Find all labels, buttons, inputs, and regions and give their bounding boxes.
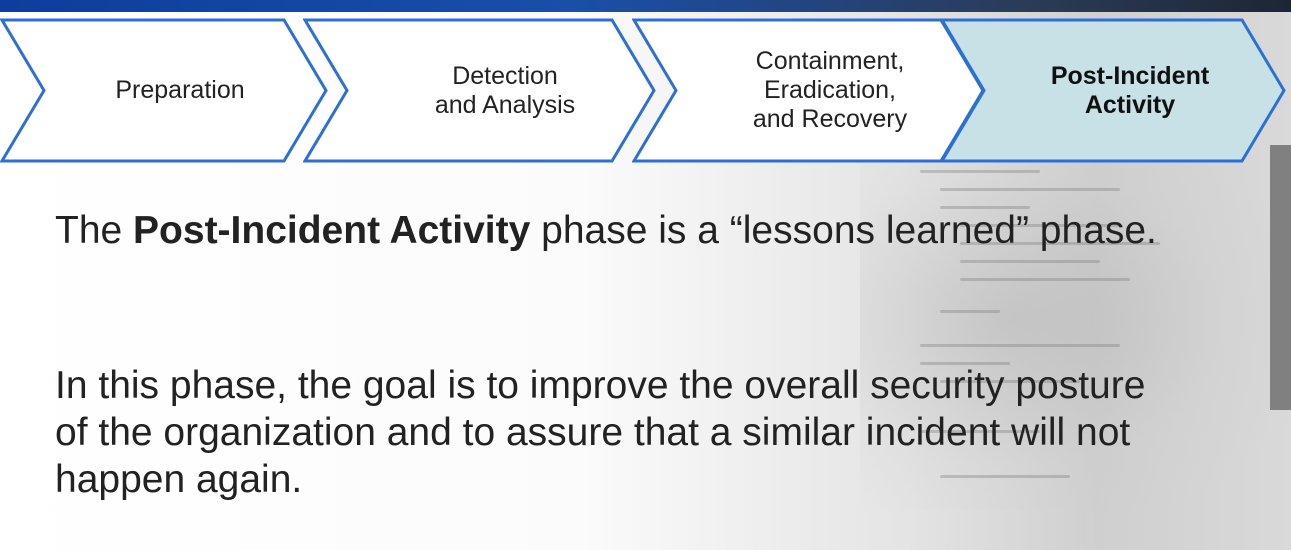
background-code-image <box>860 130 1291 510</box>
chevron-step-label: Detection and Analysis <box>434 61 576 119</box>
paragraph-phase-description: The Post-Incident Activity phase is a “l… <box>55 207 1185 254</box>
top-accent-bar <box>0 0 1291 12</box>
process-chevron-row: Preparation Detection and Analysis Contain… <box>0 18 1291 163</box>
paragraph-text: phase is a “lessons learned” phase. <box>530 209 1157 252</box>
chevron-step-4[interactable] <box>940 18 1288 163</box>
phase-name-bold: Post-Incident Activity <box>133 209 531 252</box>
paragraph-text: The <box>55 209 134 252</box>
paragraph-phase-goal: In this phase, the goal is to improve th… <box>55 364 1146 501</box>
side-panel-tab[interactable] <box>1270 145 1291 410</box>
chevron-shape <box>940 18 1286 163</box>
chevron-step-label: Preparation <box>115 76 245 104</box>
chevron-step-label: Post-Incident Activity <box>1050 61 1210 119</box>
chevron-step-1[interactable] <box>0 18 330 163</box>
chevron-shape <box>0 18 328 163</box>
chevron-step-label: Containment, Eradication, and Recovery <box>752 47 908 133</box>
chevron-shape <box>303 18 656 163</box>
chevron-step-2[interactable] <box>303 18 658 163</box>
